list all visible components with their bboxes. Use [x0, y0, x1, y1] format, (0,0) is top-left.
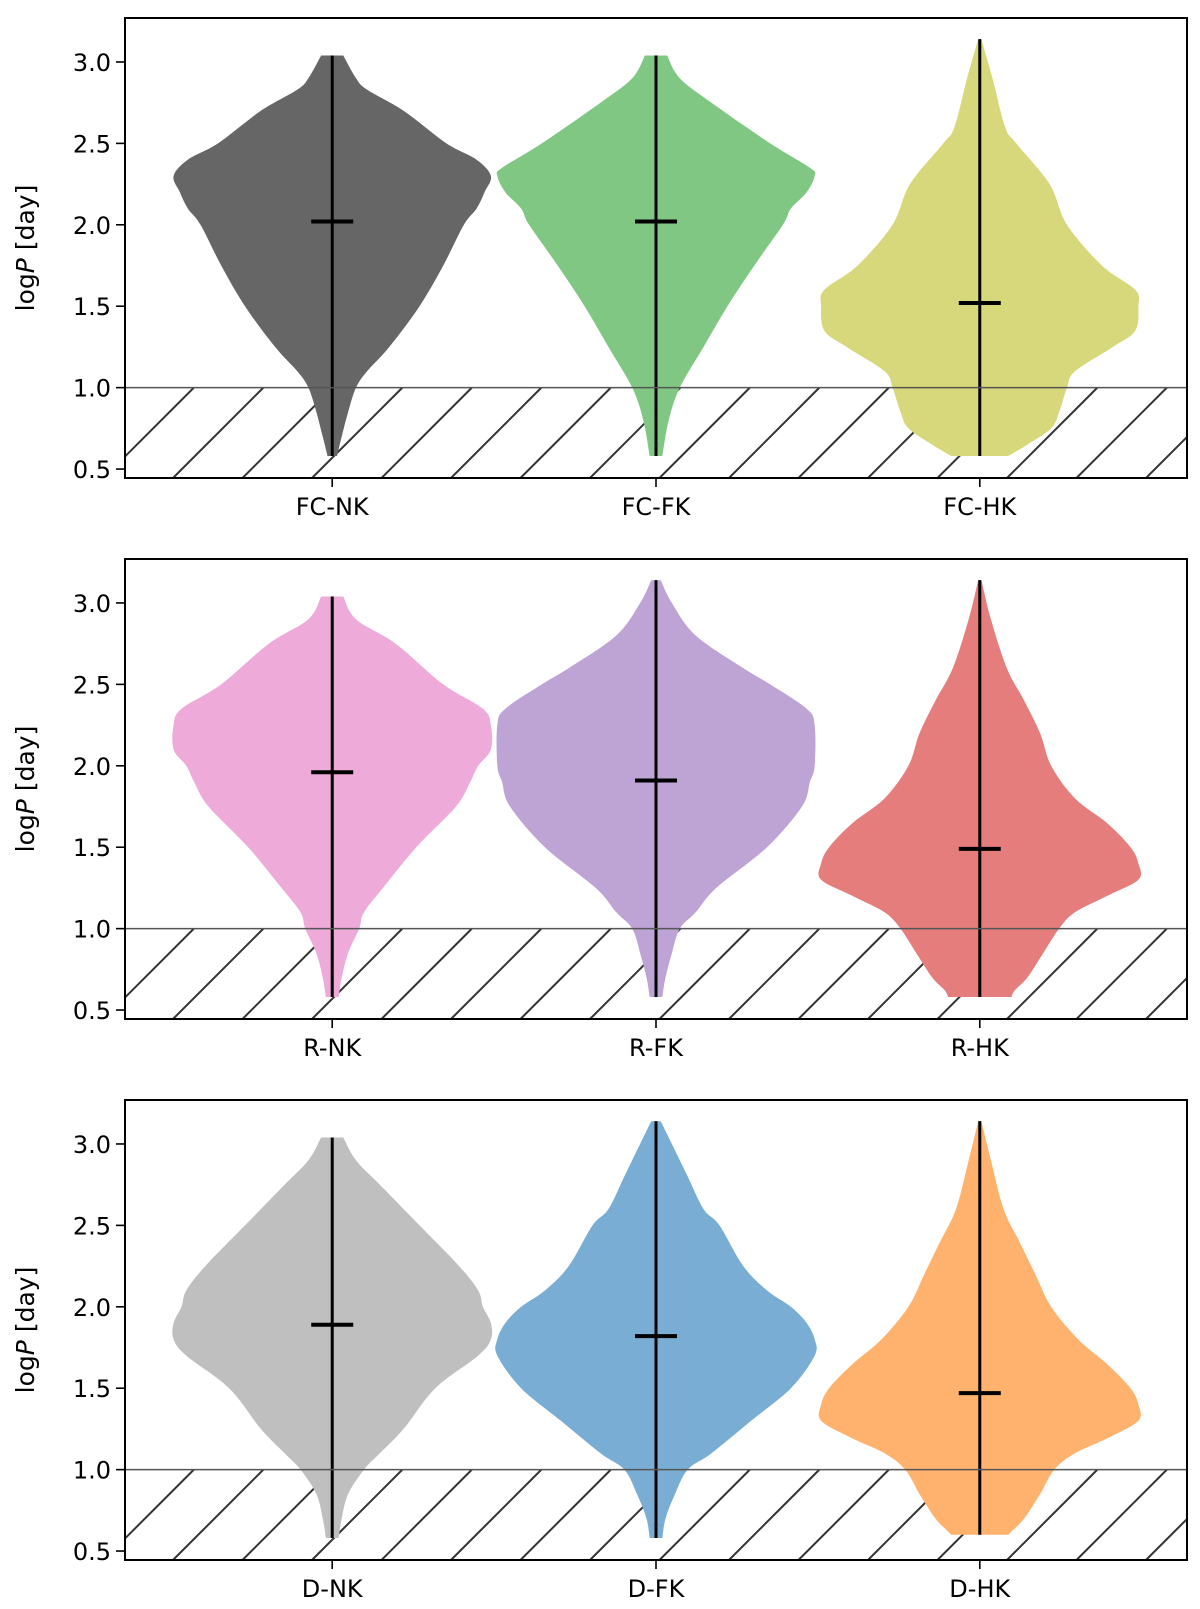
- hatch-line: [380, 386, 473, 478]
- y-axis-label: logP [day]: [11, 1267, 40, 1394]
- panel-3: D-NK D-FK D-HK 0.5 1.0 1.5 2.0 2.5 3.0 logP [day]: [0, 1099, 1188, 1603]
- y-tick-label: 1.5: [73, 834, 111, 862]
- y-tick-label: 1.0: [73, 375, 111, 403]
- y-label-log: log: [11, 1355, 40, 1393]
- hatch-line: [1145, 1517, 1187, 1560]
- hatch-line: [1145, 435, 1187, 478]
- hatch-line: [1145, 976, 1187, 1019]
- hatch-line: [1006, 386, 1099, 478]
- hatch-line: [380, 1468, 473, 1560]
- hatch-line: [1006, 1468, 1099, 1560]
- y-tick-label: 2.5: [73, 671, 111, 699]
- y-tick-label: 3.0: [73, 49, 111, 77]
- hatch-line: [728, 386, 821, 478]
- hatch-line: [728, 1468, 821, 1560]
- hatch-line: [1075, 386, 1168, 478]
- y-tick-label: 2.5: [73, 1212, 111, 1240]
- y-label-var: P: [11, 798, 40, 814]
- y-label-var: P: [11, 1339, 40, 1355]
- hatch-line: [1075, 927, 1168, 1019]
- y-axis-label: logP [day]: [11, 726, 40, 853]
- y-tick-label: 0.5: [73, 456, 111, 484]
- hatch-line: [125, 1468, 195, 1540]
- axes-frame: [124, 1099, 1188, 1561]
- x-tick-label: FC-NK: [296, 493, 370, 521]
- y-label-unit: [day]: [11, 185, 40, 258]
- hatch-line: [1075, 1468, 1168, 1560]
- y-label-log: log: [11, 814, 40, 852]
- y-tick-label: 2.0: [73, 753, 111, 781]
- y-tick-label: 3.0: [73, 590, 111, 618]
- hatch-line: [0, 929, 55, 1019]
- hatch-line: [172, 386, 265, 478]
- hatch-line: [797, 927, 890, 1019]
- y-tick-label: 1.5: [73, 1375, 111, 1403]
- y-label-unit: [day]: [11, 1267, 40, 1340]
- x-tick-label: FC-FK: [622, 493, 692, 521]
- hatch-line: [519, 386, 612, 478]
- hatch-line: [172, 1468, 265, 1560]
- x-tick-label: R-HK: [951, 1034, 1010, 1062]
- x-tick-label: D-NK: [302, 1575, 364, 1603]
- y-axis-label: logP [day]: [11, 185, 40, 312]
- hatch-line: [658, 927, 751, 1019]
- hatch-line: [380, 927, 473, 1019]
- hatch-line: [797, 386, 890, 478]
- panel-2: R-NK R-FK R-HK 0.5 1.0 1.5 2.0 2.5 3.0 logP [day]: [0, 558, 1188, 1062]
- hatch-line: [311, 386, 404, 478]
- x-tick-label: D-HK: [949, 1575, 1011, 1603]
- hatch-line: [0, 388, 55, 478]
- y-tick-label: 1.0: [73, 1457, 111, 1485]
- hatch-line: [125, 386, 195, 458]
- hatch-line: [0, 1470, 55, 1560]
- x-tick-label: D-FK: [628, 1575, 686, 1603]
- y-tick-label: 1.5: [73, 293, 111, 321]
- y-tick-label: 0.5: [73, 1538, 111, 1566]
- axes-frame: [124, 17, 1188, 479]
- hatch-line: [311, 927, 404, 1019]
- hatch-line: [519, 927, 612, 1019]
- hatch-line: [658, 1468, 751, 1560]
- panel-1: FC-NK FC-FK FC-HK 0.5 1.0 1.5 2.0 2.5 3.0 logP [d…: [0, 17, 1188, 521]
- axes-frame: [124, 558, 1188, 1020]
- y-tick-label: 1.0: [73, 916, 111, 944]
- hatch-line: [311, 1468, 404, 1560]
- hatch-line: [450, 927, 543, 1019]
- y-label-log: log: [11, 273, 40, 311]
- hatch-line: [450, 386, 543, 478]
- y-tick-label: 0.5: [73, 997, 111, 1025]
- hatch-line: [450, 1468, 543, 1560]
- hatch-line: [797, 1468, 890, 1560]
- hatch-line: [1006, 927, 1099, 1019]
- y-tick-label: 2.0: [73, 212, 111, 240]
- x-tick-label: R-NK: [303, 1034, 362, 1062]
- hatch-line: [125, 927, 195, 999]
- x-tick-label: R-FK: [629, 1034, 684, 1062]
- y-tick-label: 2.5: [73, 130, 111, 158]
- hatch-line: [728, 927, 821, 1019]
- y-label-var: P: [11, 257, 40, 273]
- hatch-line: [172, 927, 265, 1019]
- y-tick-label: 2.0: [73, 1294, 111, 1322]
- y-tick-label: 3.0: [73, 1131, 111, 1159]
- y-label-unit: [day]: [11, 726, 40, 799]
- hatch-line: [658, 386, 751, 478]
- hatch-line: [519, 1468, 612, 1560]
- x-tick-label: FC-HK: [943, 493, 1017, 521]
